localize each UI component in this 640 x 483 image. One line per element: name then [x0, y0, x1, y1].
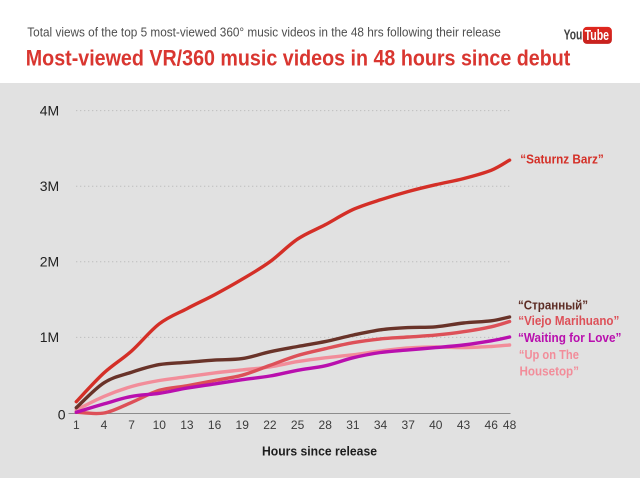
- svg-text:2M: 2M: [40, 254, 59, 270]
- svg-text:43: 43: [457, 418, 471, 432]
- svg-text:4: 4: [101, 418, 108, 432]
- svg-text:3M: 3M: [40, 178, 59, 194]
- svg-text:Housetop”: Housetop”: [520, 363, 580, 378]
- svg-text:Total views of the top 5 most-: Total views of the top 5 most-viewed 360…: [27, 24, 501, 39]
- svg-text:13: 13: [180, 418, 194, 432]
- svg-text:31: 31: [346, 418, 360, 432]
- svg-text:1: 1: [73, 418, 80, 432]
- svg-text:4M: 4M: [40, 102, 59, 118]
- svg-text:“Странный”: “Странный”: [518, 297, 588, 312]
- svg-text:“Viejo Marihuano”: “Viejo Marihuano”: [518, 313, 619, 328]
- svg-text:16: 16: [208, 418, 222, 432]
- svg-text:40: 40: [429, 418, 443, 432]
- svg-text:“Up on The: “Up on The: [519, 347, 579, 362]
- svg-text:19: 19: [236, 418, 250, 432]
- svg-text:46: 46: [485, 418, 499, 432]
- svg-text:“Waiting for Love”: “Waiting for Love”: [518, 330, 621, 345]
- svg-text:37: 37: [402, 418, 416, 432]
- svg-text:Hours since release: Hours since release: [262, 444, 377, 459]
- svg-text:22: 22: [263, 418, 277, 432]
- svg-text:“Saturnz Barz”: “Saturnz Barz”: [520, 151, 603, 166]
- svg-text:You: You: [564, 28, 583, 44]
- svg-text:7: 7: [128, 418, 135, 432]
- svg-text:28: 28: [319, 418, 333, 432]
- svg-text:10: 10: [153, 418, 167, 432]
- svg-text:34: 34: [374, 418, 388, 432]
- svg-text:25: 25: [291, 418, 305, 432]
- svg-text:1M: 1M: [40, 329, 59, 345]
- svg-text:Tube: Tube: [585, 28, 609, 44]
- svg-text:0: 0: [58, 407, 66, 423]
- svg-text:Most-viewed VR/360 music video: Most-viewed VR/360 music videos in 48 ho…: [26, 46, 571, 71]
- svg-text:48: 48: [503, 418, 517, 432]
